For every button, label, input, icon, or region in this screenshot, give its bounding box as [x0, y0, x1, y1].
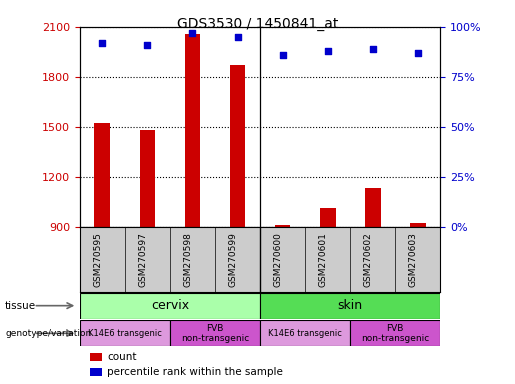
Text: skin: skin: [338, 299, 363, 312]
Bar: [230, 65, 246, 227]
Point: [369, 46, 377, 52]
Text: percentile rank within the sample: percentile rank within the sample: [107, 367, 283, 377]
Text: cervix: cervix: [151, 299, 189, 312]
Text: tissue: tissue: [5, 301, 36, 311]
Text: GSM270602: GSM270602: [364, 232, 373, 286]
Text: GSM270595: GSM270595: [93, 232, 102, 287]
Bar: [365, 188, 381, 227]
Bar: [260, 293, 440, 319]
Text: GSM270600: GSM270600: [273, 232, 283, 287]
Text: GSM270598: GSM270598: [183, 232, 193, 287]
Text: GSM270601: GSM270601: [319, 232, 328, 287]
Point: [279, 52, 287, 58]
Bar: [80, 293, 260, 319]
Bar: [140, 130, 156, 227]
Point: [233, 34, 242, 40]
Bar: [320, 208, 336, 227]
Text: FVB
non-transgenic: FVB non-transgenic: [181, 324, 249, 343]
Bar: [80, 320, 170, 346]
Bar: [410, 223, 426, 227]
Bar: [184, 33, 200, 227]
Bar: [274, 225, 290, 227]
Point: [323, 48, 332, 54]
Point: [143, 42, 151, 48]
Bar: [94, 123, 110, 227]
Bar: [90, 353, 102, 361]
Bar: [260, 320, 350, 346]
Text: GDS3530 / 1450841_at: GDS3530 / 1450841_at: [177, 17, 338, 31]
Bar: [350, 320, 440, 346]
Point: [414, 50, 422, 56]
Text: K14E6 transgenic: K14E6 transgenic: [88, 329, 162, 338]
Text: GSM270597: GSM270597: [139, 232, 147, 287]
Text: count: count: [107, 352, 136, 362]
Text: FVB
non-transgenic: FVB non-transgenic: [361, 324, 430, 343]
Text: GSM270603: GSM270603: [409, 232, 418, 287]
Text: genotype/variation: genotype/variation: [5, 329, 91, 338]
Bar: [90, 368, 102, 376]
Text: GSM270599: GSM270599: [229, 232, 237, 287]
Point: [188, 30, 197, 36]
Point: [98, 40, 107, 46]
Bar: [170, 320, 260, 346]
Text: K14E6 transgenic: K14E6 transgenic: [268, 329, 342, 338]
